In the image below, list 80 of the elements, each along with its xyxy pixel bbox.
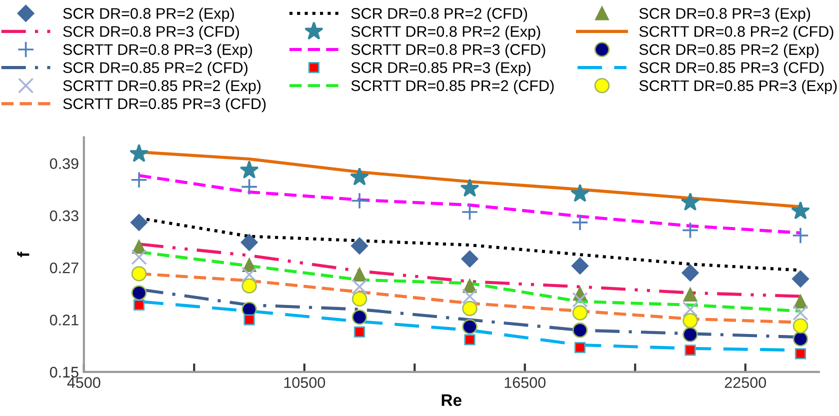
point	[791, 201, 810, 220]
point	[241, 266, 258, 282]
point	[794, 294, 808, 308]
point	[574, 342, 586, 354]
y-tick-label: 0.21	[50, 314, 78, 326]
legend-label: SCRTT DR=0.8 PR=2 (CFD)	[639, 26, 834, 40]
x-tick-label: 4500	[67, 377, 100, 388]
legend-label: SCRTT DR=0.85 PR=3 (Exp)	[639, 80, 837, 94]
legend-label: SCR DR=0.8 PR=3 (CFD)	[63, 26, 239, 40]
point	[240, 178, 258, 196]
point	[792, 270, 810, 288]
legend-label: SCRTT DR=0.8 PR=3 (CFD)	[351, 44, 546, 58]
point	[131, 266, 147, 282]
point	[792, 318, 808, 334]
point	[682, 326, 698, 342]
y-tick-label: 0.33	[50, 210, 78, 222]
point	[130, 144, 149, 162]
point	[571, 257, 589, 274]
point	[244, 314, 255, 326]
y-tick-label: 0.39	[50, 158, 78, 170]
point	[350, 167, 369, 186]
legend-label: SCR DR=0.85 PR=2 (Exp)	[639, 44, 819, 58]
point	[133, 299, 145, 311]
point	[680, 192, 700, 211]
point	[570, 184, 590, 202]
point	[682, 312, 698, 328]
point	[242, 278, 257, 294]
y-tick-label: 0.27	[50, 262, 78, 274]
point	[350, 192, 368, 210]
x-axis-title: Re	[442, 394, 462, 406]
point	[131, 285, 147, 300]
point	[462, 288, 478, 304]
point	[130, 214, 148, 231]
point	[684, 344, 696, 356]
point	[460, 178, 480, 197]
point	[352, 278, 368, 295]
legend-label: SCRTT DR=0.85 PR=2 (Exp)	[63, 80, 261, 94]
point	[682, 222, 699, 239]
point	[352, 291, 368, 307]
x-tick-label: 16500	[504, 377, 546, 388]
point	[131, 249, 147, 266]
legend-label: SCR DR=0.8 PR=2 (Exp)	[63, 8, 234, 22]
point	[572, 292, 588, 308]
legend-label: SCRTT DR=0.8 PR=3 (Exp)	[63, 44, 252, 58]
point	[683, 288, 698, 302]
point	[682, 301, 698, 318]
point	[792, 331, 808, 347]
point	[354, 326, 366, 338]
legend-label: SCR DR=0.8 PR=3 (Exp)	[639, 8, 810, 22]
point	[462, 319, 478, 334]
line-series	[137, 174, 802, 234]
point	[462, 278, 477, 293]
point	[682, 264, 699, 282]
point	[792, 304, 808, 321]
point	[461, 203, 478, 221]
legend-label: SCR DR=0.85 PR=3 (Exp)	[351, 62, 530, 76]
point	[462, 300, 478, 316]
legend-label: SCR DR=0.85 PR=3 (CFD)	[639, 62, 824, 76]
legend-label: SCR DR=0.85 PR=2 (CFD)	[63, 62, 248, 76]
point	[571, 214, 589, 231]
legend-label: SCR DR=0.8 PR=2 (CFD)	[351, 8, 528, 22]
legend-label: SCRTT DR=0.85 PR=2 (CFD)	[351, 80, 554, 94]
point	[240, 234, 258, 251]
point	[464, 334, 476, 346]
y-axis-title: f	[17, 252, 30, 258]
point	[792, 226, 810, 244]
y-tick-label: 0.15	[50, 366, 78, 378]
point	[130, 171, 148, 188]
point	[461, 250, 478, 268]
point	[572, 322, 588, 338]
point	[350, 237, 368, 254]
point	[352, 268, 366, 282]
point	[240, 160, 259, 179]
point	[572, 305, 588, 320]
point	[352, 310, 368, 325]
x-tick-label: 22500	[724, 377, 766, 388]
legend-label: SCRTT DR=0.85 PR=3 (CFD)	[63, 98, 266, 112]
point	[794, 348, 806, 360]
x-tick-label: 10500	[284, 377, 326, 388]
legend-label: SCRTT DR=0.8 PR=2 (Exp)	[351, 26, 540, 40]
